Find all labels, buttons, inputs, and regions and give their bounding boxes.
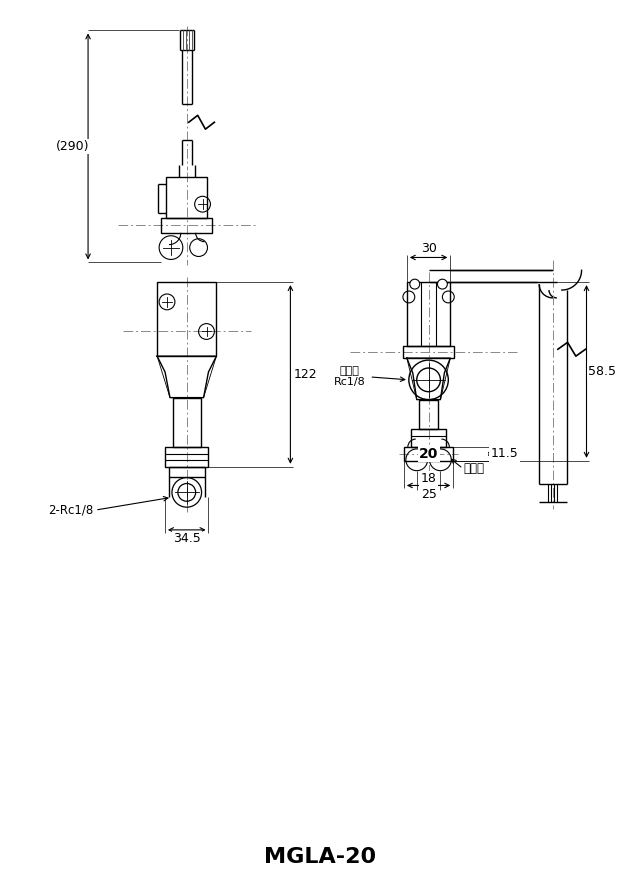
Text: 58.5: 58.5: [588, 365, 616, 378]
Text: (290): (290): [56, 140, 89, 153]
Text: 34.5: 34.5: [173, 532, 201, 546]
Text: 吐出口: 吐出口: [340, 366, 360, 376]
Text: マーク: マーク: [463, 462, 484, 475]
Text: MGLA-20: MGLA-20: [264, 846, 376, 867]
Bar: [407, 282, 450, 346]
Text: 122: 122: [294, 368, 317, 381]
Text: 25: 25: [420, 488, 437, 501]
Bar: [165, 447, 208, 466]
Text: Rc1/8: Rc1/8: [334, 376, 365, 387]
Bar: [403, 346, 454, 358]
Circle shape: [437, 279, 447, 289]
Text: 11.5: 11.5: [491, 448, 519, 460]
Bar: [166, 176, 208, 218]
Bar: [411, 429, 446, 447]
Bar: [173, 398, 201, 447]
Bar: [169, 466, 204, 476]
Circle shape: [410, 279, 420, 289]
Bar: [161, 218, 212, 233]
Text: 2-Rc1/8: 2-Rc1/8: [47, 504, 93, 516]
Bar: [419, 400, 438, 429]
Text: 30: 30: [420, 242, 437, 255]
Bar: [157, 282, 217, 356]
Text: 20: 20: [419, 447, 438, 461]
Bar: [404, 447, 453, 461]
Text: 18: 18: [420, 472, 437, 485]
